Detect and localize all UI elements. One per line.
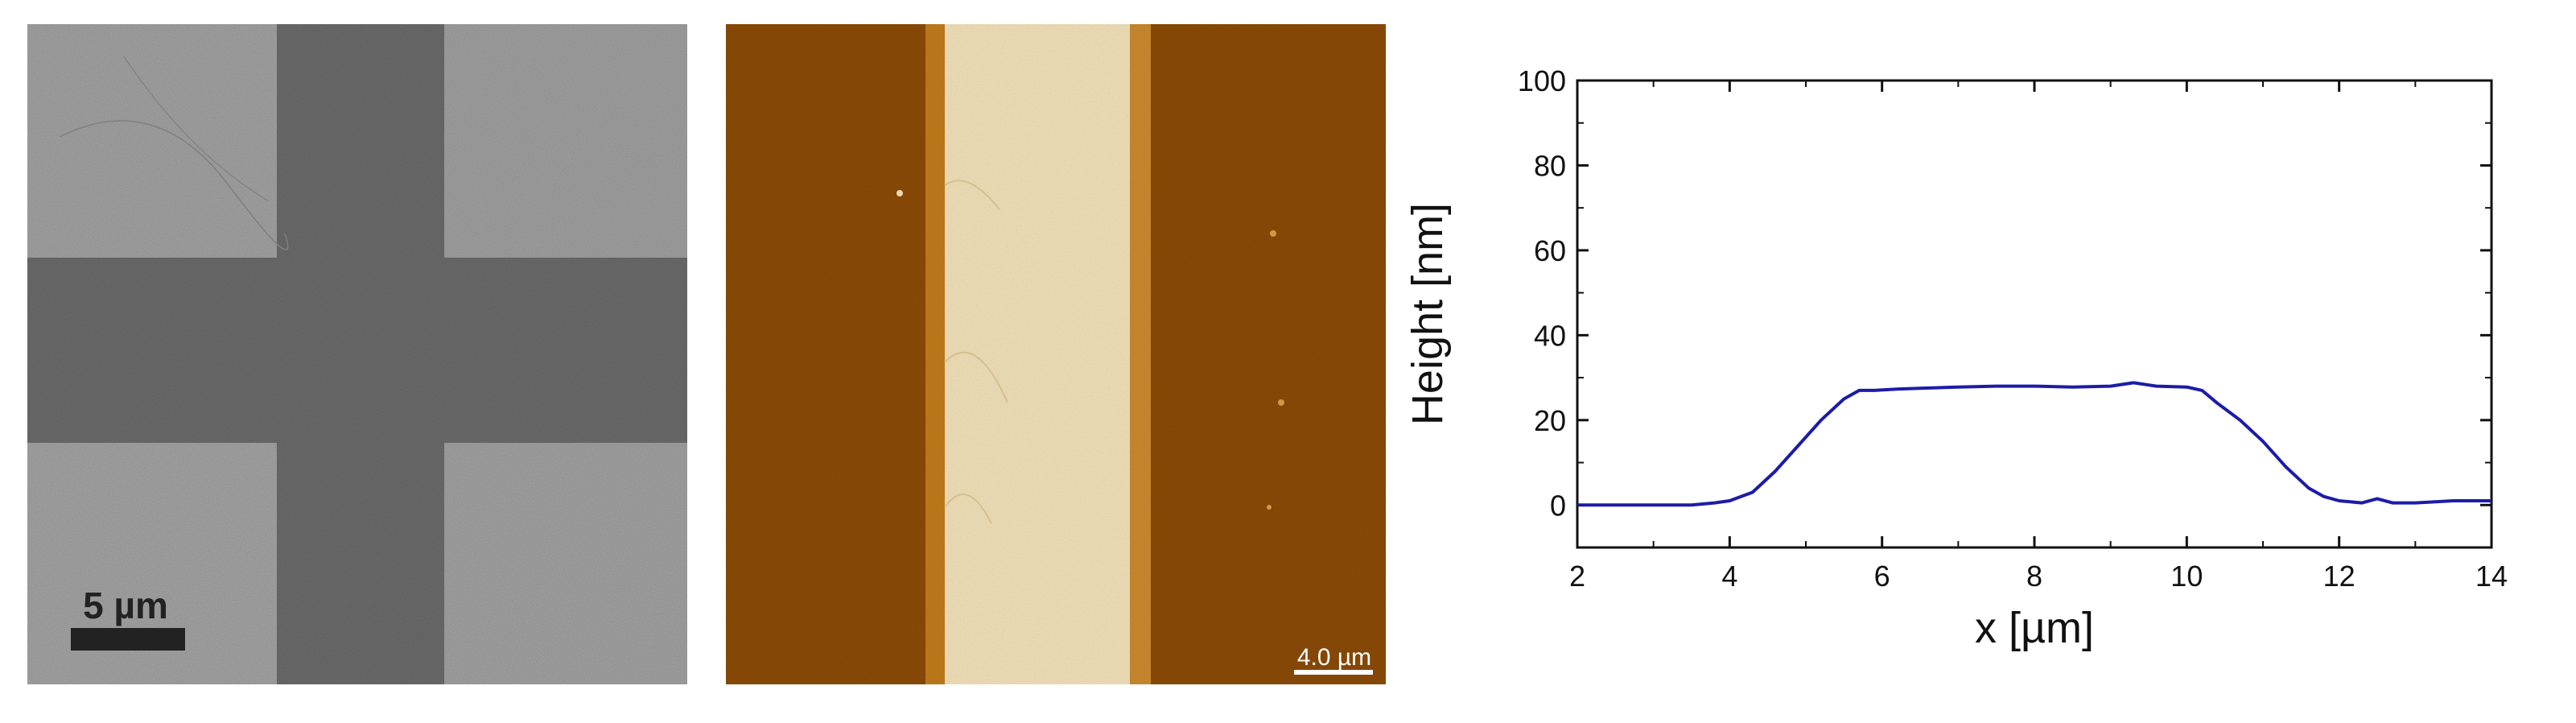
height-profile-chart: 2 4 6 8 10 12 14 0 20 40 60 80 100 Height [nm] x [µm… bbox=[1368, 0, 2576, 719]
x-tick-label: 8 bbox=[2026, 560, 2042, 593]
x-tick-label: 2 bbox=[1569, 560, 1585, 593]
x-axis-label: x [µm] bbox=[1975, 604, 2094, 652]
sem-image: 5 µm bbox=[27, 24, 687, 684]
y-axis-label: Height [nm] bbox=[1403, 203, 1452, 425]
y-tick-label: 60 bbox=[1534, 234, 1566, 267]
plot-frame bbox=[1576, 79, 2493, 549]
x-tick-label: 14 bbox=[2475, 560, 2508, 593]
afm-scale-bar bbox=[1294, 670, 1373, 675]
plot-ticks: 2 4 6 8 10 12 14 0 20 40 60 80 100 bbox=[1518, 64, 2508, 593]
x-tick-label: 6 bbox=[1874, 560, 1890, 593]
plot-axes bbox=[1576, 79, 2493, 549]
x-tick-label: 10 bbox=[2170, 560, 2203, 593]
y-tick-label: 100 bbox=[1518, 64, 1566, 97]
x-tick-label: 12 bbox=[2323, 560, 2355, 593]
y-tick-label: 20 bbox=[1534, 404, 1566, 437]
sem-scale-bar bbox=[71, 628, 185, 651]
height-profile-svg: 2 4 6 8 10 12 14 0 20 40 60 80 100 Height [nm] x [µm… bbox=[1403, 64, 2508, 652]
afm-scale-label: 4.0 µm bbox=[1297, 644, 1371, 671]
y-tick-label: 0 bbox=[1550, 489, 1566, 522]
series-line-height bbox=[1577, 381, 2492, 507]
sem-scale-label: 5 µm bbox=[83, 585, 168, 626]
x-tick-label: 4 bbox=[1721, 560, 1737, 593]
y-tick-label: 80 bbox=[1534, 149, 1566, 182]
y-tick-label: 40 bbox=[1534, 319, 1566, 352]
afm-image: 4.0 µm bbox=[726, 24, 1386, 684]
afm-image-panel: 4.0 µm bbox=[726, 24, 1386, 684]
sem-image-panel: 5 µm bbox=[27, 24, 687, 684]
